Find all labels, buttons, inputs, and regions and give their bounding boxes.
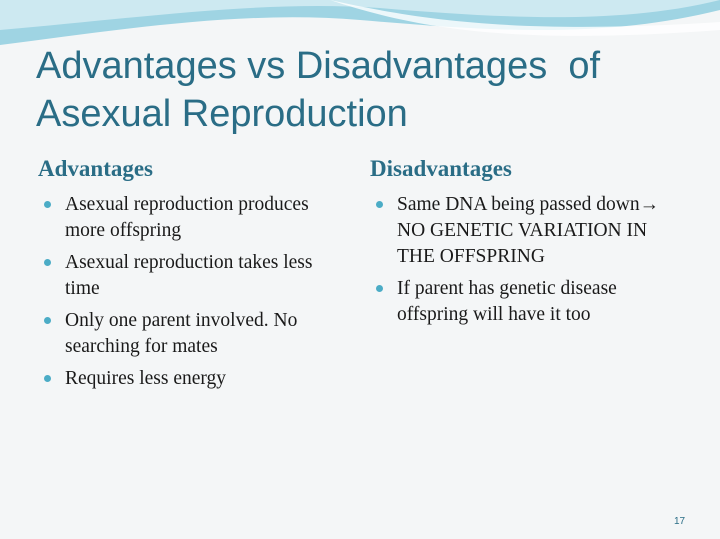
title-line: Asexual Reproduction	[36, 93, 408, 135]
bullet-item: Only one parent involved. No searching f…	[38, 308, 348, 360]
page-number: 17	[674, 516, 686, 527]
wave-mid	[0, 0, 720, 30]
bullet-item: Asexual reproduction takes less time	[38, 250, 348, 302]
column-heading: Advantages	[38, 156, 154, 181]
wave-highlight	[330, 0, 720, 36]
advantages-column: Advantages Asexual reproduction produces…	[38, 156, 348, 398]
slide-title: Advantages vs Disadvantages of Asexual R…	[36, 42, 600, 138]
title-line: Advantages vs Disadvantages of	[36, 45, 601, 87]
bullet-item: Requires less energy	[38, 366, 348, 392]
bullet-item: Asexual reproduction produces more offsp…	[38, 192, 348, 244]
bullet-list: Asexual reproduction produces more offsp…	[38, 192, 348, 392]
header-wave	[0, 0, 720, 45]
disadvantages-column: Disadvantages Same DNA being passed down…	[370, 156, 670, 334]
bullet-item: If parent has genetic disease offspring …	[370, 276, 670, 328]
bullet-list: Same DNA being passed down→ NO GENETIC V…	[370, 192, 670, 328]
column-heading: Disadvantages	[370, 156, 512, 181]
bullet-item: Same DNA being passed down→ NO GENETIC V…	[370, 192, 670, 270]
